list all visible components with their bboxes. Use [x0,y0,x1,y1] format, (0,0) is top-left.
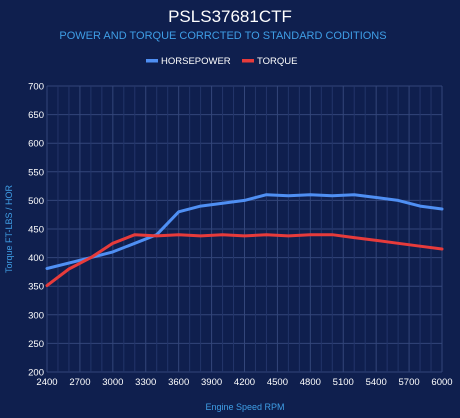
x-tick-label: 3600 [168,377,189,388]
legend-label-horsepower: HORSEPOWER [161,56,231,67]
y-tick-label: 600 [28,139,44,150]
x-tick-label: 3300 [135,377,156,388]
x-tick-label: 4800 [300,377,321,388]
y-axis-label: Torque FT-LBS / HOR [4,184,14,273]
legend-swatch-torque [242,59,254,63]
y-tick-label: 500 [28,196,44,207]
y-tick-label: 300 [28,310,44,321]
y-tick-label: 200 [28,368,44,379]
x-tick-label: 5400 [366,377,387,388]
chart-legend: HORSEPOWER TORQUE [146,56,297,67]
x-tick-label: 4500 [267,377,288,388]
legend-swatch-horsepower [146,59,158,63]
x-tick-label: 6000 [431,377,452,388]
x-axis-label: Engine Speed RPM [205,402,284,412]
plot-series [45,193,444,288]
y-tick-label: 250 [28,339,44,350]
y-tick-label: 400 [28,253,44,264]
x-tick-label: 4200 [234,377,255,388]
y-tick-label: 350 [28,282,44,293]
series-line-horsepower [45,193,444,270]
series-line-torque [45,233,444,288]
x-tick-label: 2700 [69,377,90,388]
x-tick-label: 5100 [333,377,354,388]
plot-grid [46,85,443,373]
chart-subtitle: POWER AND TORQUE CORRCTED TO STANDARD CO… [59,30,386,42]
x-tick-label: 2400 [36,377,57,388]
y-tick-label: 700 [28,82,44,93]
x-tick-label: 3000 [102,377,123,388]
y-tick-label: 550 [28,167,44,178]
x-tick-label: 5700 [399,377,420,388]
y-tick-label: 650 [28,110,44,121]
chart-title: PSLS37681CTF [168,7,292,26]
x-axis-ticks: 2400 2700 3000 3300 3600 3900 4200 4500 4800 5100… [36,377,452,388]
x-tick-label: 3900 [201,377,222,388]
legend-label-torque: TORQUE [257,56,297,67]
y-tick-label: 450 [28,225,44,236]
y-axis-ticks: 200 250 300 350 400 450 500 550 600 650 700 [28,82,44,379]
